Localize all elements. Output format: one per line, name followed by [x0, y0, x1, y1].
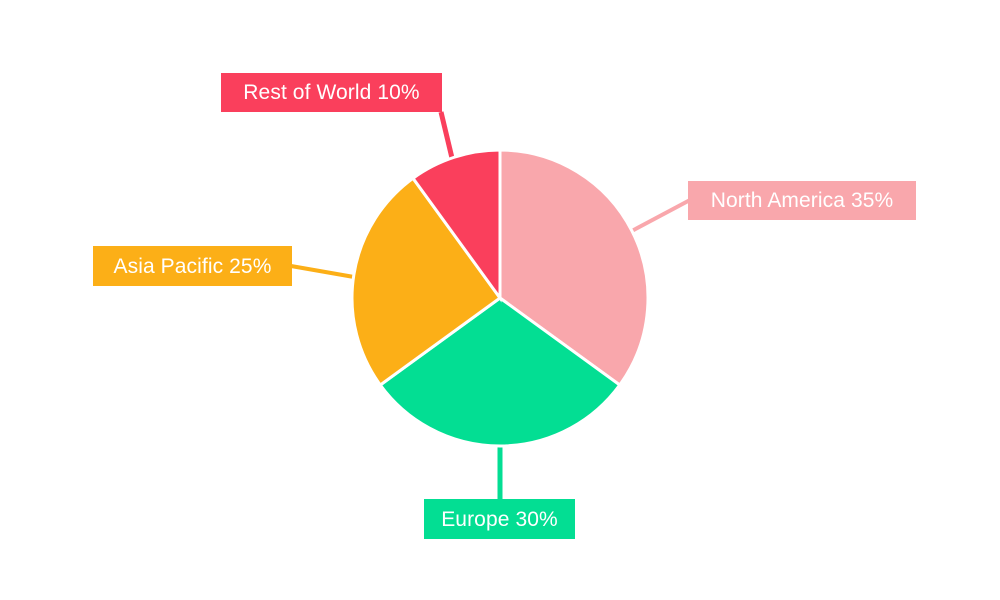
- leader-line-rest-of-world: [438, 111, 455, 159]
- pie-label-rest-of-world-text: Rest of World 10%: [243, 81, 420, 104]
- leader-lines: [290, 111, 691, 500]
- pie-label-europe[interactable]: Europe 30%: [424, 499, 575, 539]
- leader-line-north-america: [627, 198, 691, 235]
- pie-slices: [350, 148, 650, 448]
- leader-line-asia-pacific: [290, 264, 355, 279]
- pie-label-asia-pacific[interactable]: Asia Pacific 25%: [93, 246, 292, 286]
- pie-label-north-america-text: North America 35%: [710, 189, 894, 212]
- pie-label-europe-text: Europe 30%: [441, 507, 558, 531]
- pie-label-north-america[interactable]: North America 35%: [688, 181, 916, 220]
- pie-slice-europe[interactable]: [378, 296, 622, 448]
- pie-label-rest-of-world[interactable]: Rest of World 10%: [221, 73, 442, 112]
- pie-slice-north-america[interactable]: [498, 148, 650, 388]
- pie-slice-rest-of-world[interactable]: [410, 148, 502, 303]
- pie-label-asia-pacific-text: Asia Pacific 25%: [113, 254, 272, 278]
- pie-slice-asia-pacific[interactable]: [350, 176, 503, 388]
